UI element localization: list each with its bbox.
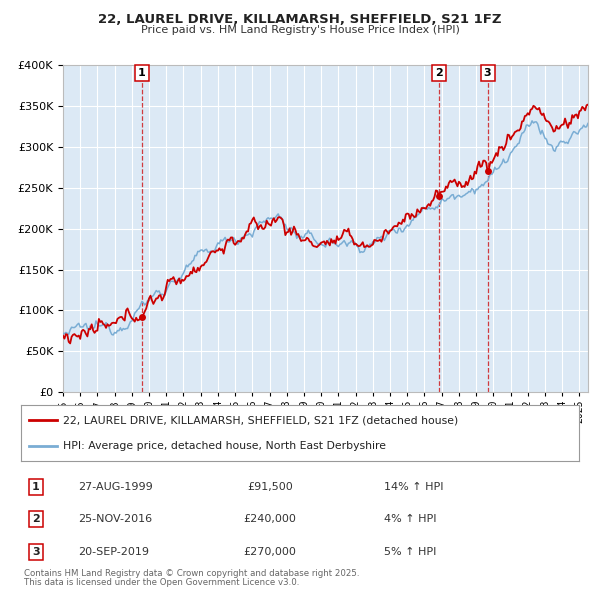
Text: 14% ↑ HPI: 14% ↑ HPI bbox=[384, 482, 443, 491]
Text: 22, LAUREL DRIVE, KILLAMARSH, SHEFFIELD, S21 1FZ: 22, LAUREL DRIVE, KILLAMARSH, SHEFFIELD,… bbox=[98, 13, 502, 26]
Text: 2: 2 bbox=[435, 68, 443, 78]
Text: 20-SEP-2019: 20-SEP-2019 bbox=[78, 547, 149, 556]
Text: 25-NOV-2016: 25-NOV-2016 bbox=[78, 514, 152, 524]
Text: 27-AUG-1999: 27-AUG-1999 bbox=[78, 482, 153, 491]
Text: 1: 1 bbox=[138, 68, 146, 78]
Text: 2: 2 bbox=[32, 514, 40, 524]
Text: £270,000: £270,000 bbox=[244, 547, 296, 556]
Text: 5% ↑ HPI: 5% ↑ HPI bbox=[384, 547, 436, 556]
Text: 1: 1 bbox=[32, 482, 40, 491]
Text: £91,500: £91,500 bbox=[247, 482, 293, 491]
Text: This data is licensed under the Open Government Licence v3.0.: This data is licensed under the Open Gov… bbox=[24, 578, 299, 588]
Text: HPI: Average price, detached house, North East Derbyshire: HPI: Average price, detached house, Nort… bbox=[63, 441, 386, 451]
Text: 3: 3 bbox=[32, 547, 40, 556]
Text: 22, LAUREL DRIVE, KILLAMARSH, SHEFFIELD, S21 1FZ (detached house): 22, LAUREL DRIVE, KILLAMARSH, SHEFFIELD,… bbox=[63, 415, 458, 425]
Text: 3: 3 bbox=[484, 68, 491, 78]
Text: £240,000: £240,000 bbox=[244, 514, 296, 524]
Text: Contains HM Land Registry data © Crown copyright and database right 2025.: Contains HM Land Registry data © Crown c… bbox=[24, 569, 359, 578]
Text: 4% ↑ HPI: 4% ↑ HPI bbox=[384, 514, 437, 524]
Text: Price paid vs. HM Land Registry's House Price Index (HPI): Price paid vs. HM Land Registry's House … bbox=[140, 25, 460, 35]
